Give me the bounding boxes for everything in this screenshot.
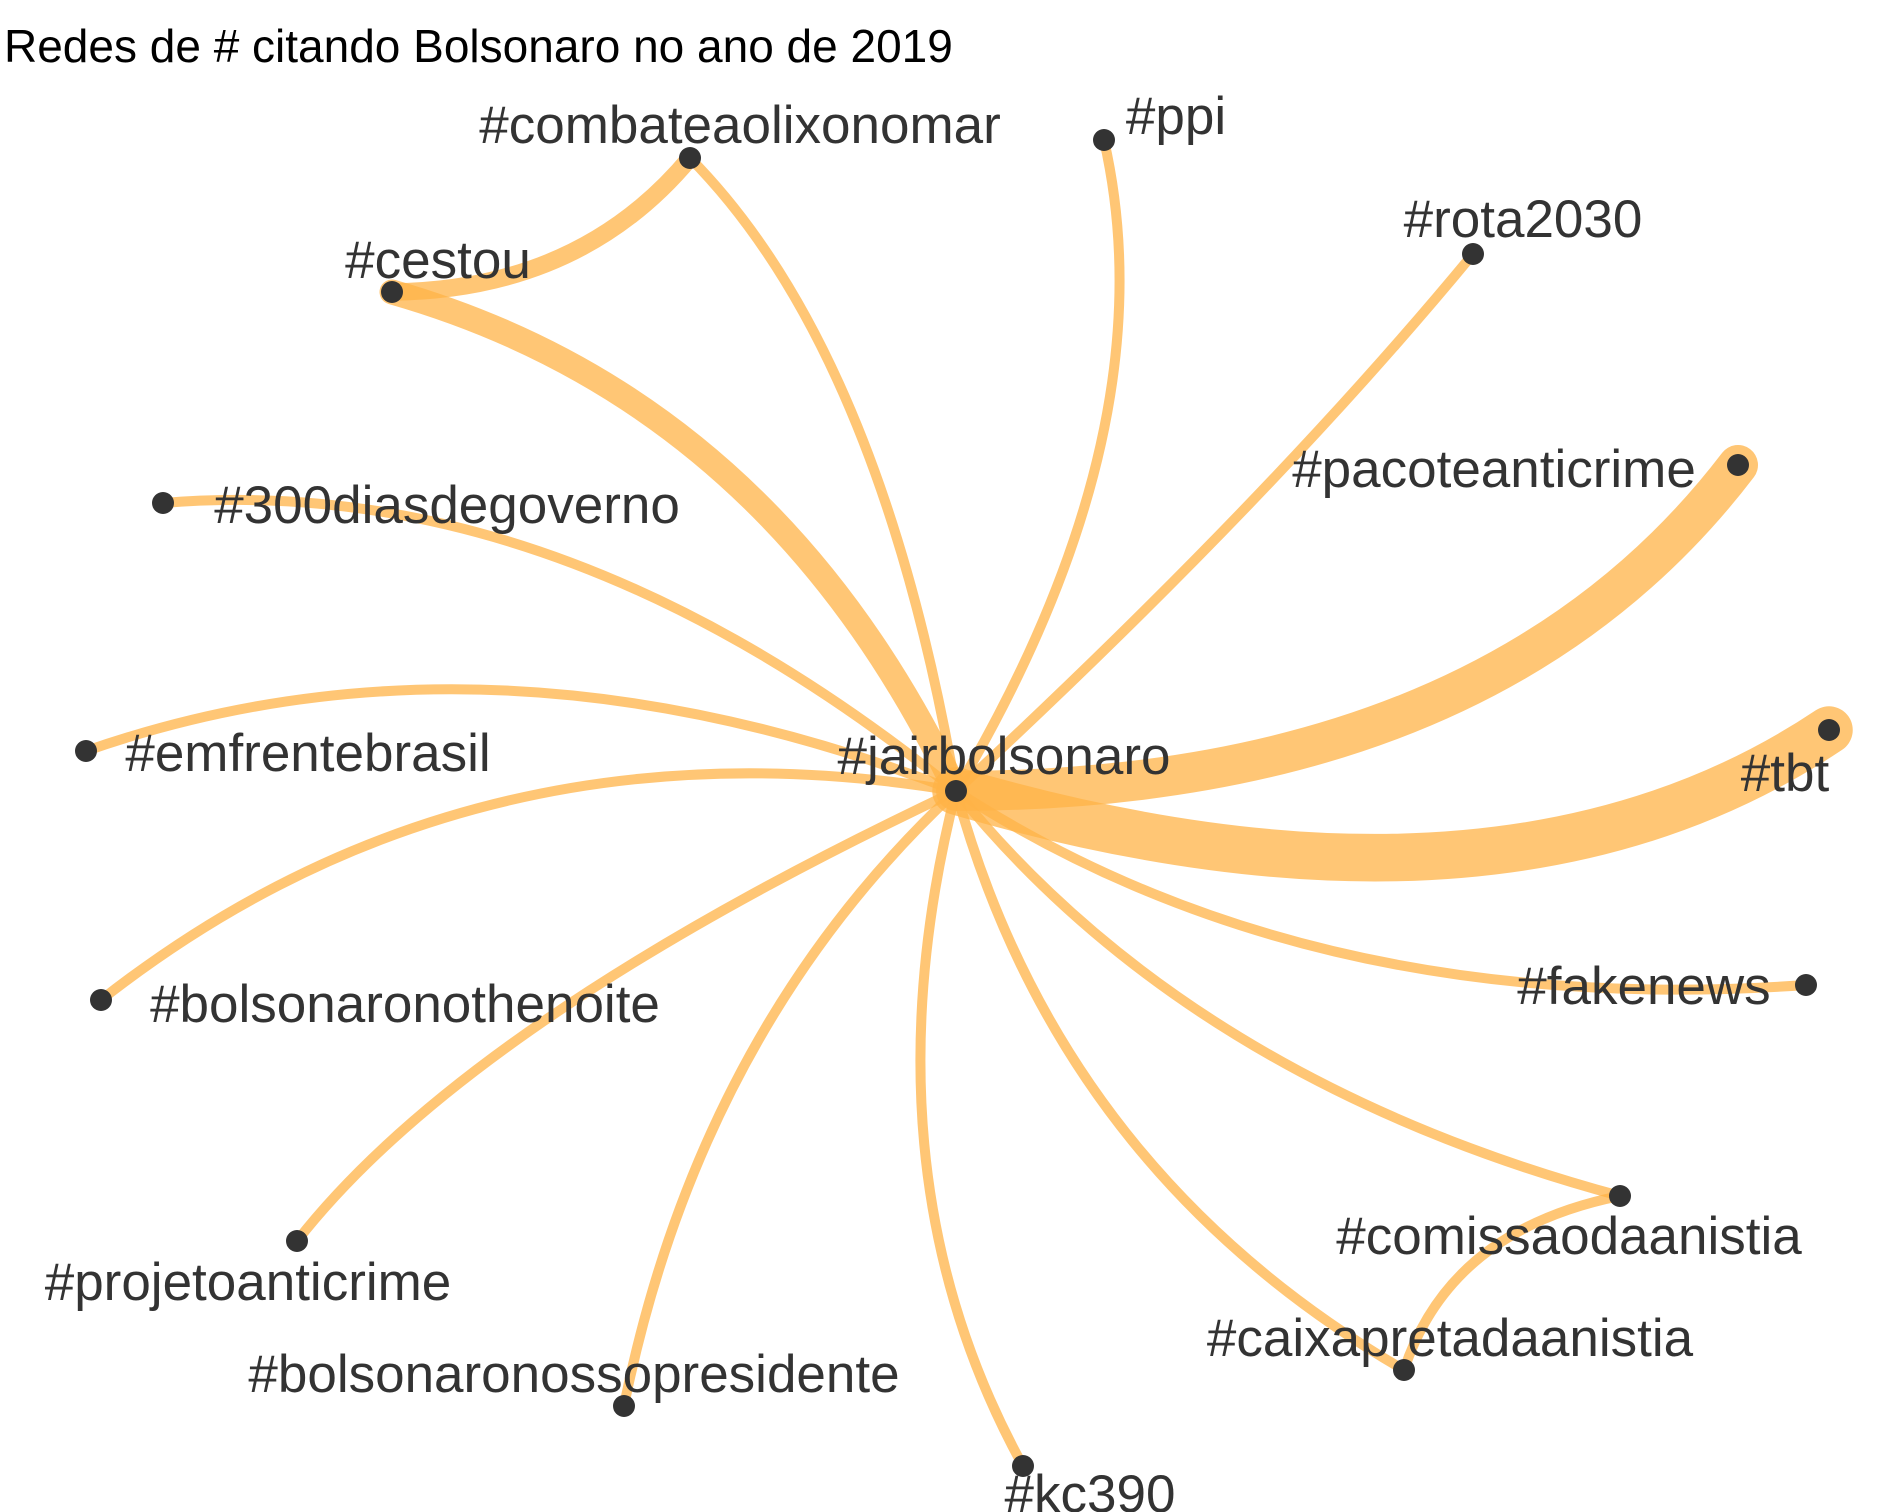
edge-jairbolsonaro-combateaolixonomar	[685, 153, 961, 796]
node-fakenews	[1795, 974, 1817, 996]
node-projetoanticrime	[286, 1230, 308, 1252]
label-bolsonaronothenoite: #bolsonaronothenoite	[150, 975, 660, 1034]
label-jairbolsonaro: #jairbolsonaro	[838, 727, 1171, 786]
node-caixapretadaanistia	[1393, 1359, 1415, 1381]
edge-comissaodaanistia-caixapretadaanistia	[1399, 1191, 1625, 1375]
node-rota2030	[1462, 243, 1484, 265]
node-bolsonaronossopresidente	[613, 1395, 635, 1417]
edge-jairbolsonaro-kc390	[915, 786, 1028, 1471]
label-projetoanticrime: #projetoanticrime	[45, 1253, 452, 1312]
edge-jairbolsonaro-caixapretadaanistia	[951, 786, 1409, 1375]
chart-title: Redes de # citando Bolsonaro no ano de 2…	[4, 20, 953, 72]
label-kc390: #kc390	[1005, 1465, 1176, 1512]
node-cestou	[381, 281, 403, 303]
label-tbt: #tbt	[1741, 744, 1830, 803]
edge-jairbolsonaro-cestou	[379, 279, 969, 804]
label-300diasdegoverno: #300diasdegoverno	[214, 476, 680, 535]
edge-jairbolsonaro-bolsonaronossopresidente	[619, 786, 961, 1411]
label-combateaolixonomar: #combateaolixonomar	[479, 96, 1000, 155]
edge-jairbolsonaro-emfrentebrasil	[81, 684, 961, 796]
label-comissaodaanistia: #comissaodaanistia	[1336, 1207, 1802, 1266]
edge-jairbolsonaro-rota2030	[951, 249, 1478, 796]
node-tbt	[1818, 719, 1840, 741]
edge-jairbolsonaro-300diasdegoverno	[158, 494, 961, 796]
edge-jairbolsonaro-tbt	[932, 706, 1853, 882]
node-ppi	[1093, 129, 1115, 151]
edges-layer	[81, 135, 1853, 1471]
edge-jairbolsonaro-projetoanticrime	[292, 786, 961, 1246]
edge-jairbolsonaro-bolsonaronothenoite	[96, 768, 961, 1005]
node-combateaolixonomar	[679, 147, 701, 169]
node-kc390	[1012, 1455, 1034, 1477]
edge-jairbolsonaro-fakenews	[951, 786, 1811, 995]
edge-jairbolsonaro-pacoteanticrime	[936, 445, 1758, 811]
node-pacoteanticrime	[1727, 454, 1749, 476]
label-emfrentebrasil: #emfrentebrasil	[125, 724, 490, 783]
label-bolsonaronossopresidente: #bolsonaronossopresidente	[248, 1345, 899, 1404]
node-300diasdegoverno	[152, 492, 174, 514]
node-comissaodaanistia	[1609, 1185, 1631, 1207]
node-bolsonaronothenoite	[90, 989, 112, 1011]
label-rota2030: #rota2030	[1404, 190, 1643, 249]
nodes-layer	[75, 129, 1840, 1477]
node-jairbolsonaro	[945, 780, 967, 802]
label-ppi: #ppi	[1126, 87, 1226, 146]
node-emfrentebrasil	[75, 740, 97, 762]
labels-layer: #jairbolsonaro #combateaolixonomar #ppi #ro…	[45, 87, 1830, 1512]
edge-cestou-combateaolixonomar	[383, 149, 699, 301]
edge-jairbolsonaro-ppi	[951, 135, 1125, 796]
edge-jairbolsonaro-comissaodaanistia	[951, 786, 1625, 1201]
label-caixapretadaanistia: #caixapretadaanistia	[1207, 1309, 1694, 1368]
label-fakenews: #fakenews	[1517, 957, 1770, 1016]
label-pacoteanticrime: #pacoteanticrime	[1292, 440, 1696, 499]
label-cestou: #cestou	[345, 231, 531, 290]
